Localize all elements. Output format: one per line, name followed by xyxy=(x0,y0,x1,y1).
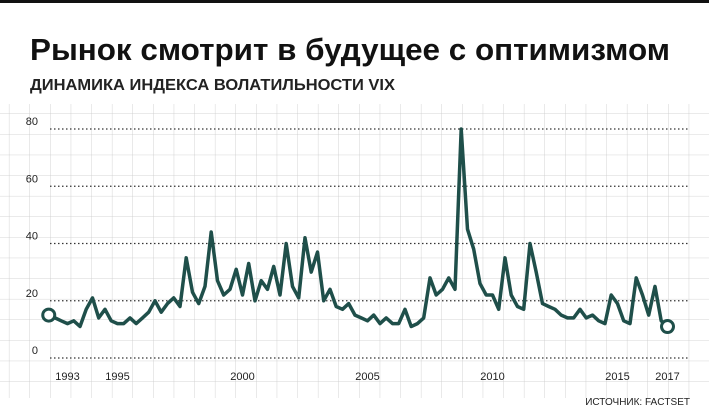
x-tick-label: 2017 xyxy=(655,371,679,383)
source-note: ИСТОЧНИК: FACTSET xyxy=(585,397,690,408)
y-tick-label: 60 xyxy=(26,173,38,185)
x-tick-label: 2015 xyxy=(605,371,629,383)
y-tick-label: 80 xyxy=(26,116,38,128)
endpoint-marker xyxy=(660,319,675,335)
grid-paper xyxy=(0,104,709,398)
x-tick-label: 2005 xyxy=(355,371,379,383)
endpoint-marker xyxy=(41,307,57,323)
x-tick-label: 2010 xyxy=(480,371,504,383)
x-tick-label: 1995 xyxy=(105,371,129,383)
y-tick-label: 20 xyxy=(26,288,38,300)
y-tick-label: 40 xyxy=(26,231,38,243)
top-rule xyxy=(0,0,709,3)
series-line xyxy=(47,127,669,329)
chart-title: Рынок смотрит в будущее с оптимизмом xyxy=(30,32,670,67)
x-tick-label: 2000 xyxy=(230,371,254,383)
y-tick-label: 0 xyxy=(32,345,38,357)
chart-subtitle: ДИНАМИКА ИНДЕКСА ВОЛАТИЛЬНОСТИ VIX xyxy=(30,77,395,94)
x-tick-label: 1993 xyxy=(55,371,79,383)
